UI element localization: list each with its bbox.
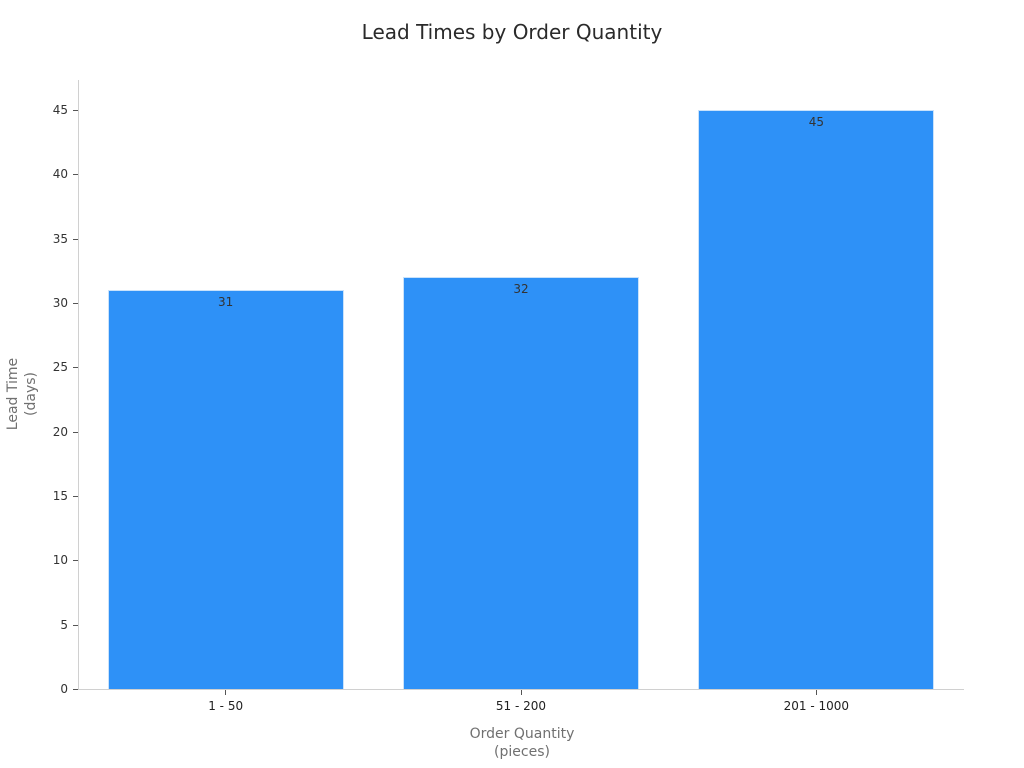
- y-tick-label: 20: [52, 424, 68, 439]
- x-tick-label: 51 - 200: [495, 699, 547, 713]
- y-tick-label: 35: [52, 231, 68, 246]
- y-tick: 45: [0, 103, 78, 117]
- y-tick: 40: [0, 167, 78, 181]
- y-tick: 0: [0, 682, 78, 696]
- x-axis-label: Order Quantity (pieces): [422, 725, 622, 761]
- bar[interactable]: 32: [403, 277, 639, 689]
- y-tick-label: 0: [60, 682, 68, 696]
- y-axis-line: [78, 80, 79, 690]
- x-tick-label: 1 - 50: [208, 699, 244, 713]
- bar[interactable]: 45: [698, 110, 935, 689]
- y-tick: 15: [0, 489, 78, 503]
- x-tick: 1 - 50: [126, 690, 326, 713]
- bar[interactable]: 31: [107, 290, 344, 689]
- bar-value-label: 32: [513, 282, 529, 297]
- bar-value-label: 31: [218, 295, 234, 310]
- y-tick-label: 25: [52, 360, 68, 375]
- y-tick-label: 15: [52, 489, 68, 503]
- y-tick: 25: [0, 360, 78, 374]
- y-tick-label: 10: [52, 553, 68, 568]
- chart-title: Lead Times by Order Quantity: [361, 20, 663, 44]
- x-tick: 201 - 1000: [716, 690, 916, 713]
- y-tick-label: 30: [52, 296, 68, 310]
- y-tick: 35: [0, 232, 78, 246]
- y-tick: 30: [0, 296, 78, 310]
- y-tick-label: 45: [52, 103, 68, 117]
- y-tick-label: 5: [60, 617, 68, 632]
- x-tick-label: 201 - 1000: [783, 699, 850, 713]
- x-axis-line: [78, 689, 964, 690]
- bar-value-label: 45: [808, 115, 824, 129]
- x-axis-label-unit: (pieces): [494, 744, 550, 760]
- x-axis-label-text: Order Quantity: [469, 726, 575, 742]
- y-tick: 5: [0, 618, 78, 632]
- y-tick-label: 40: [52, 167, 68, 182]
- y-tick: 10: [0, 553, 78, 567]
- y-tick: 20: [0, 425, 78, 439]
- x-tick: 51 - 200: [421, 690, 621, 713]
